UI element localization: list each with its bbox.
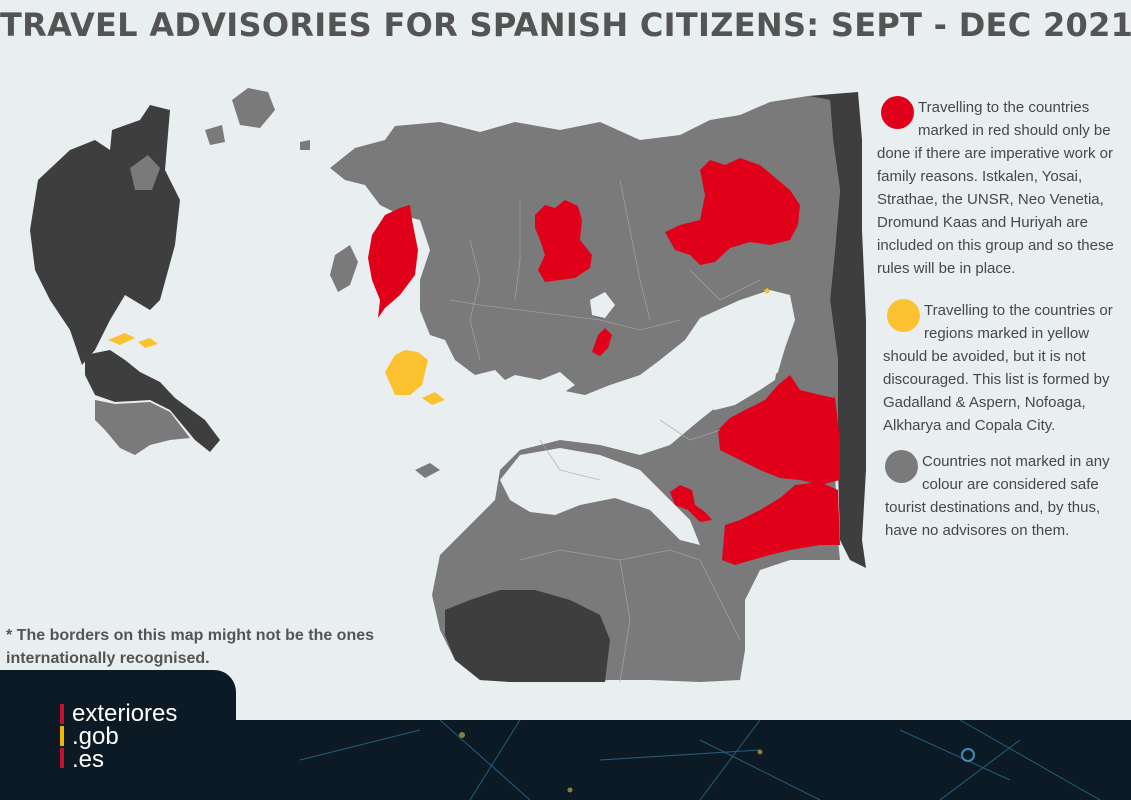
page-title: TRAVEL ADVISORIES FOR SPANISH CITIZENS: … <box>0 6 1131 44</box>
country-west-north-dark <box>30 105 180 365</box>
legend-item-yellow: Travelling to the countries or regions m… <box>877 299 1127 437</box>
country-red-southeast <box>722 482 840 565</box>
yellow-dot-icon <box>887 299 920 332</box>
country-west-south-grey <box>95 400 190 455</box>
logo-line-2: .gob <box>72 723 119 750</box>
logo-panel <box>0 670 236 800</box>
legend-text-grey: Countries not marked in any colour are c… <box>885 453 1110 539</box>
legend-text-red: Travelling to the countries marked in re… <box>877 99 1114 277</box>
grey-dot-icon <box>885 450 918 483</box>
legend-text-yellow: Travelling to the countries or regions m… <box>883 302 1113 434</box>
country-red-north-central <box>535 200 592 282</box>
logo-red-bar <box>60 704 64 724</box>
logo-yellow-bar <box>60 726 64 746</box>
island-west-grey <box>330 245 358 292</box>
logo-red-bar-bottom <box>60 748 64 768</box>
region-yellow-city <box>764 288 770 294</box>
country-red-northeast <box>665 158 800 265</box>
logo-line-3: .es <box>72 746 105 773</box>
country-south-dark <box>445 590 610 682</box>
region-caribbean-yellow <box>108 333 158 348</box>
footnote: * The borders on this map might not be t… <box>6 627 375 667</box>
country-red-west-island <box>368 205 418 318</box>
lake-central <box>540 372 575 395</box>
country-borders <box>449 179 761 683</box>
country-west-arctic-grey <box>130 155 160 190</box>
legend-item-red: Travelling to the countries marked in re… <box>877 96 1127 280</box>
country-east-coast-dark <box>808 92 866 568</box>
island-south-grey <box>415 463 440 478</box>
island-small-grey <box>205 125 310 150</box>
legend-item-grey: Countries not marked in any colour are c… <box>877 450 1127 542</box>
region-southwest-islands-yellow <box>385 350 445 405</box>
lake-north <box>590 292 615 318</box>
southern-gulf <box>500 448 700 545</box>
red-dot-icon <box>881 96 914 129</box>
world-map <box>30 88 866 683</box>
country-red-east-large <box>718 375 840 485</box>
country-west-central-dark <box>85 350 220 452</box>
country-red-gulf <box>670 485 712 522</box>
island-north-grey <box>232 88 275 128</box>
logo-line-1: exteriores <box>72 700 178 727</box>
country-red-small-center <box>592 328 612 356</box>
inland-sea <box>680 295 795 410</box>
